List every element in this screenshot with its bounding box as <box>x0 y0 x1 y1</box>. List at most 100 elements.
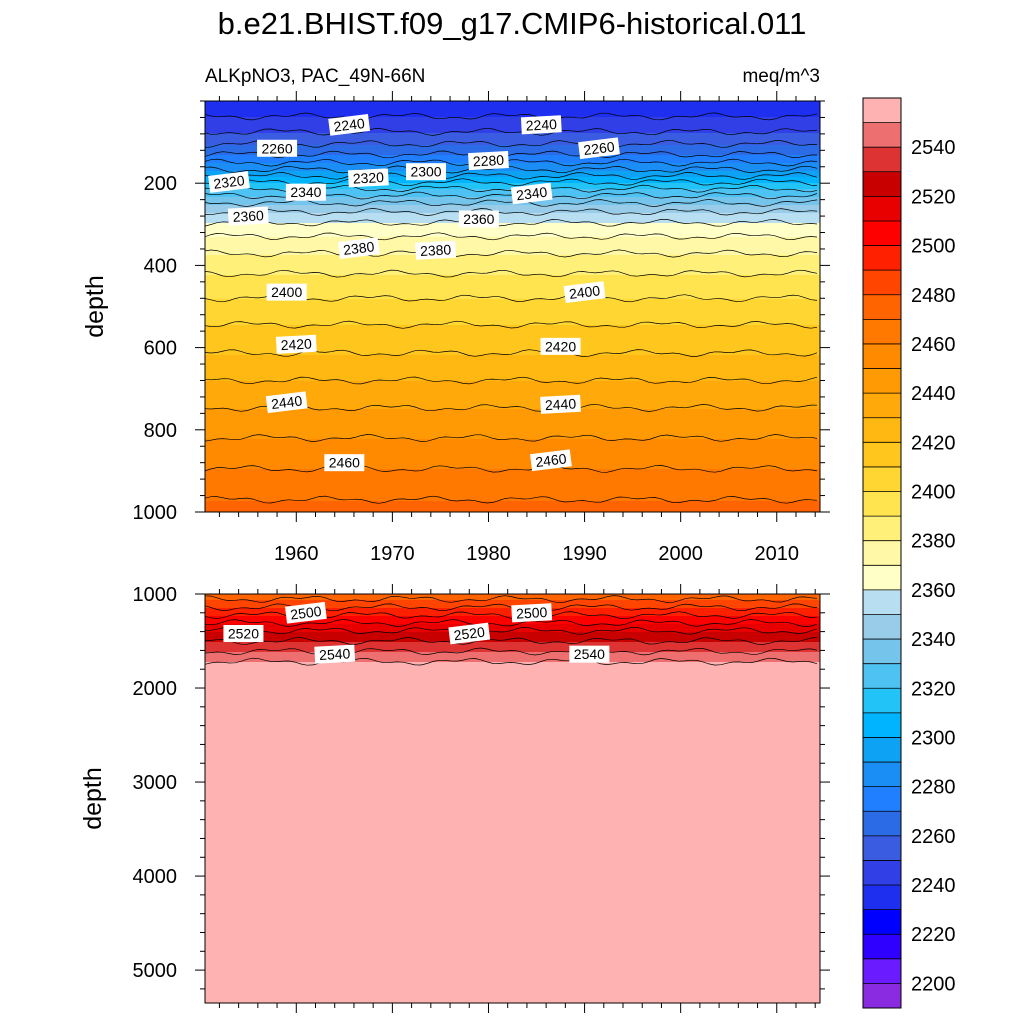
contour-label-box <box>406 163 447 181</box>
colorbar-swatch <box>863 934 901 960</box>
contour-label-text: 2400 <box>568 282 601 302</box>
contour-label-text: 2540 <box>574 646 605 662</box>
contour-label: 2500 <box>285 601 327 624</box>
contour-label-box <box>324 454 365 472</box>
contour-label-text: 2500 <box>289 603 322 623</box>
contour-band <box>205 171 820 178</box>
colorbar-frame <box>862 97 902 1009</box>
colorbar-label: 2420 <box>911 432 956 454</box>
contour-label-text: 2460 <box>535 450 568 470</box>
colorbar-label: 2500 <box>911 236 956 258</box>
contour-fill-layer <box>205 101 820 512</box>
contour-line <box>205 219 818 227</box>
colorbar-label: 2300 <box>911 727 956 749</box>
contour-fill-layer <box>205 594 820 1003</box>
plot-frame <box>204 100 821 513</box>
y-axis-label: depth <box>79 767 107 830</box>
contour-band <box>205 205 820 214</box>
contour-band <box>205 632 820 643</box>
colorbar-swatch <box>863 220 901 246</box>
colorbar-label: 2380 <box>911 531 956 553</box>
contour-label: 2380 <box>415 240 457 260</box>
contour-line <box>205 647 818 656</box>
contour-band <box>205 213 820 224</box>
colorbar-label: 2220 <box>911 924 956 946</box>
contour-band <box>205 117 820 134</box>
colorbar-swatch <box>863 762 901 788</box>
contour-label-box <box>578 137 620 160</box>
contour-line <box>205 112 818 121</box>
contour-label-text: 2300 <box>410 164 441 180</box>
colorbar-swatch <box>863 98 901 123</box>
x-tick-label: 1970 <box>370 543 415 565</box>
contour-label-box <box>328 113 371 136</box>
colorbar-swatch <box>863 319 901 345</box>
y-axis-label: depth <box>81 275 109 338</box>
contour-label: 2440 <box>265 391 308 414</box>
contour-label-text: 2360 <box>232 207 264 225</box>
contour-label: 2460 <box>530 449 572 472</box>
contour-label: 2320 <box>347 168 389 188</box>
y-tick-label: 400 <box>144 255 177 277</box>
contour-label-box <box>285 601 327 624</box>
colorbar-swatch <box>863 909 901 935</box>
contour-label-box <box>530 449 572 472</box>
contour-line <box>205 150 817 159</box>
contour-band <box>205 133 820 146</box>
colorbar-swatch <box>863 885 901 911</box>
y-tick-label: 2000 <box>133 678 178 700</box>
contour-label-text: 2360 <box>463 211 494 227</box>
colorbar-swatch <box>863 491 901 517</box>
contour-band <box>205 197 820 206</box>
contour-band <box>205 652 820 663</box>
contour-label-box <box>266 283 307 301</box>
contour-label-box <box>415 240 457 260</box>
contour-label: 2500 <box>511 603 553 623</box>
contour-label-box <box>540 394 581 414</box>
contour-label-box <box>208 171 250 193</box>
contour-band <box>205 469 820 502</box>
colorbar-swatch <box>863 343 901 369</box>
colorbar-swatch <box>863 270 901 296</box>
contour-label-text: 2500 <box>516 604 548 622</box>
colorbar-swatch <box>863 811 901 837</box>
colorbar-label: 2200 <box>911 973 956 995</box>
contour-band <box>205 177 820 184</box>
contour-label-text: 2440 <box>545 396 577 414</box>
figure-title: b.e21.BHIST.f09_g17.CMIP6-historical.011 <box>218 6 807 41</box>
colorbar-label: 2480 <box>911 285 956 307</box>
contour-label: 2260 <box>257 139 298 157</box>
x-tick-label: 2010 <box>755 543 800 565</box>
contour-label-text: 2520 <box>228 625 259 641</box>
units-subtitle: meq/m^3 <box>742 66 820 87</box>
contour-label: 2360 <box>227 206 269 226</box>
colorbar-swatch <box>863 958 901 984</box>
contour-label: 2400 <box>266 283 307 301</box>
colorbar-swatch <box>863 786 901 812</box>
colorbar-label: 2460 <box>911 334 956 356</box>
left-subtitle: ALKpNO3, PAC_49N-66N <box>205 66 425 87</box>
colorbar-swatch <box>863 835 901 861</box>
contour-label-box <box>520 115 562 135</box>
contour-label: 2260 <box>578 137 620 160</box>
contour-label: 2380 <box>337 237 380 260</box>
contour-line <box>205 637 818 645</box>
colorbar-swatch <box>863 393 901 419</box>
plot-frame <box>204 593 821 1004</box>
colorbar-label: 2540 <box>911 137 956 159</box>
contour-label: 2340 <box>510 182 553 205</box>
contour-line <box>205 172 818 180</box>
contour-line <box>205 269 818 278</box>
contour-label: 2520 <box>448 622 491 645</box>
y-tick-label: 200 <box>144 173 177 195</box>
contour-label-text: 2460 <box>329 455 360 471</box>
colorbar-label: 2520 <box>911 186 956 208</box>
contour-label: 2240 <box>328 113 371 136</box>
colorbar-swatch <box>863 983 901 1009</box>
contour-line <box>205 495 818 504</box>
contour-label-text: 2240 <box>525 116 557 134</box>
contour-line <box>205 208 818 216</box>
contour-line <box>205 434 818 442</box>
colorbar-label: 2360 <box>911 580 956 602</box>
